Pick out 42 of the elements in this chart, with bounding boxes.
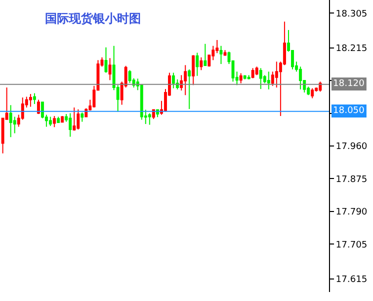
- candlestick: [204, 43, 207, 66]
- candlestick: [220, 45, 223, 64]
- candlestick: [172, 72, 175, 89]
- candlestick: [37, 99, 40, 115]
- y-tick-label: 17.790: [336, 208, 368, 218]
- candlestick: [108, 58, 112, 81]
- candlestick: [33, 92, 36, 105]
- candlestick: [68, 112, 72, 138]
- y-tick-label: 17.875: [336, 174, 368, 185]
- y-tick-label: 17.705: [336, 240, 368, 250]
- candlestick: [60, 115, 64, 123]
- candlestick: [310, 88, 314, 99]
- candlestick: [243, 74, 246, 80]
- ref-line-label: 18.050: [333, 106, 365, 116]
- candlestick: [9, 104, 12, 138]
- candlestick: [128, 70, 132, 84]
- y-tick-label: 17.960: [336, 142, 368, 152]
- text: 国际现货银小时图: [44, 11, 141, 26]
- candlestick: [247, 74, 250, 80]
- y-tick-label: 18.305: [336, 9, 368, 20]
- candlestick: [224, 50, 226, 56]
- candlestick: [29, 93, 32, 108]
- y-tick-label: 18.215: [336, 44, 368, 54]
- candlestick: [200, 56, 203, 71]
- candlestick: [251, 68, 254, 79]
- candlestick: [196, 52, 199, 76]
- candlestick: [104, 46, 108, 74]
- candlestick: [192, 54, 195, 86]
- candlestick: [80, 112, 84, 122]
- candlestick: [72, 106, 76, 132]
- candlestick: [259, 68, 262, 90]
- candlestick: [188, 68, 191, 110]
- candlestick: [56, 116, 60, 123]
- candlestick: [148, 112, 152, 126]
- candlestick: [184, 64, 187, 96]
- candlestick: [76, 108, 80, 130]
- candlestick: [48, 116, 52, 126]
- candlestick: [239, 72, 242, 84]
- candlestick: [52, 115, 56, 128]
- ref-line-label: 18.120: [333, 79, 365, 89]
- candlestick: [267, 71, 270, 90]
- y-tick-label: 17.615: [336, 275, 368, 286]
